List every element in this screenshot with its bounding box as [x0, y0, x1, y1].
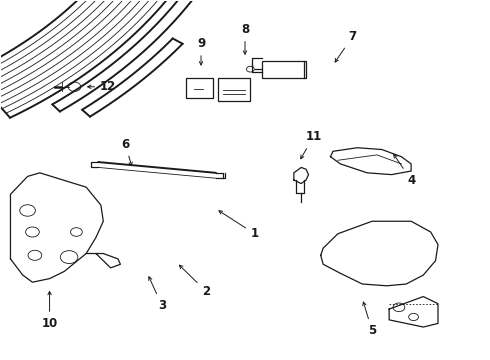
Text: 10: 10	[42, 292, 58, 330]
Text: 7: 7	[335, 30, 357, 62]
Text: 4: 4	[394, 154, 415, 186]
Text: 1: 1	[219, 211, 259, 240]
Text: 9: 9	[197, 37, 205, 65]
Text: 8: 8	[241, 23, 249, 54]
Text: 2: 2	[179, 265, 210, 298]
Text: 12: 12	[88, 80, 116, 93]
Text: 5: 5	[363, 302, 376, 337]
Bar	[262, 60, 304, 78]
Text: 6: 6	[121, 138, 132, 166]
Bar	[218, 78, 250, 101]
Text: 3: 3	[149, 277, 166, 312]
Bar	[186, 78, 213, 98]
Text: 11: 11	[301, 130, 321, 159]
